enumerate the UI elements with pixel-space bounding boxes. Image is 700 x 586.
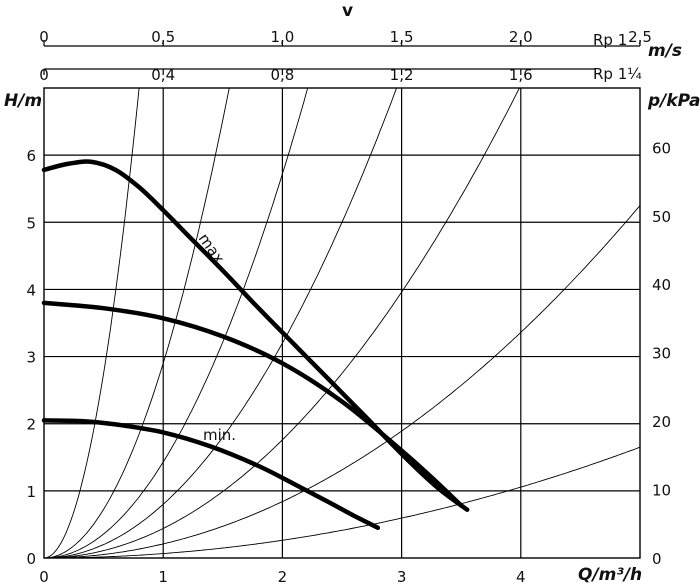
y-right-tick-label: 30 — [652, 345, 671, 363]
curve-label-min: min. — [203, 426, 236, 444]
velocity-scale-name-rp114: Rp 1¼ — [593, 65, 642, 83]
velocity-tick-label-2: 0 — [39, 66, 49, 84]
y-left-tick-label: 3 — [26, 349, 36, 367]
x-tick-label: 3 — [397, 568, 407, 586]
y-right-tick-label: 60 — [652, 139, 671, 157]
velocity-tick-label-1: 1,0 — [270, 28, 294, 46]
velocity-tick-label-2: 0,4 — [151, 66, 175, 84]
system-curve-5 — [44, 88, 520, 558]
velocity-scale-name-rp1: Rp 1 — [593, 31, 627, 49]
velocity-tick-label-1: 0,5 — [151, 28, 175, 46]
left-axis-title: H/m — [4, 91, 42, 111]
y-right-tick-label: 40 — [652, 276, 671, 294]
velocity-tick-label-1: 2,0 — [509, 28, 533, 46]
x-tick-label: 0 — [39, 568, 49, 586]
system-curve-7 — [44, 446, 640, 558]
system-curve-4 — [44, 88, 398, 558]
velocity-tick-label-2: 1,6 — [509, 66, 533, 84]
y-right-tick-label: 10 — [652, 482, 671, 500]
y-right-tick-label: 0 — [652, 550, 662, 568]
y-left-tick-label: 0 — [26, 550, 36, 568]
system-curve-3 — [44, 88, 309, 558]
velocity-unit-label: m/s — [648, 41, 682, 61]
y-left-tick-label: 1 — [26, 483, 36, 501]
y-left-tick-label: 5 — [26, 214, 36, 232]
velocity-tick-label-1: 2,5 — [628, 28, 652, 46]
top-axis-title: v — [342, 1, 353, 21]
y-right-tick-label: 50 — [652, 208, 671, 226]
y-right-tick-label: 20 — [652, 413, 671, 431]
y-left-tick-label: 2 — [26, 416, 36, 434]
y-left-tick-label: 6 — [26, 147, 36, 165]
velocity-tick-label-1: 0 — [39, 28, 49, 46]
grid-lines — [44, 88, 640, 558]
x-tick-label: 2 — [278, 568, 288, 586]
system-curve-6 — [44, 205, 640, 558]
pump-curve-max — [41, 159, 470, 512]
system-curve-2 — [44, 88, 230, 558]
pump-curve-mid — [41, 300, 464, 508]
velocity-tick-label-2: 0,8 — [270, 66, 294, 84]
velocity-tick-label-2: 1,2 — [390, 66, 414, 84]
system-curves — [44, 88, 640, 558]
plot-frame — [43, 87, 641, 559]
velocity-tick-label-1: 1,5 — [390, 28, 414, 46]
system-curve-1 — [44, 88, 140, 558]
x-tick-label: 1 — [158, 568, 168, 586]
pump-curves — [41, 159, 470, 531]
pump-curve-min — [41, 418, 381, 531]
axes — [43, 40, 641, 559]
x-axis-title: Q/m³/h — [578, 565, 642, 585]
right-axis-title: p/kPa — [647, 91, 700, 111]
y-left-tick-label: 4 — [26, 281, 36, 299]
x-tick-label: 4 — [516, 568, 526, 586]
